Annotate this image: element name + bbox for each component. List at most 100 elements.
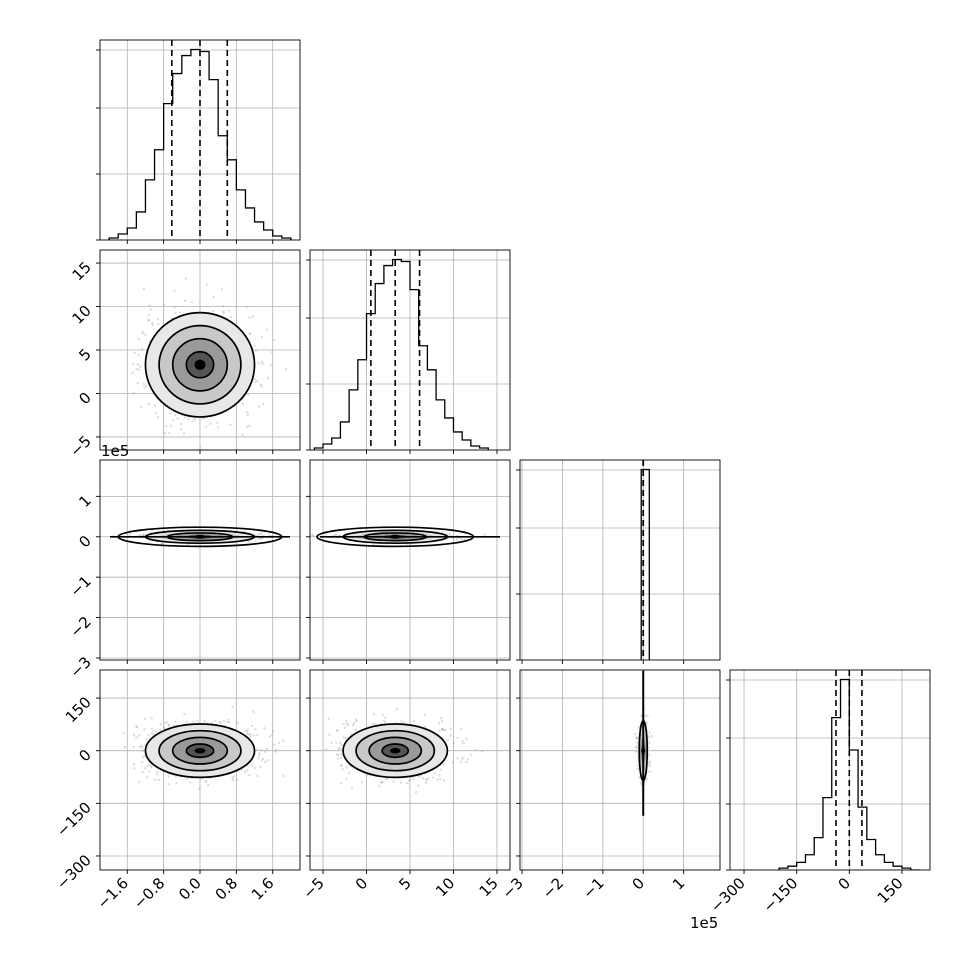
y-tick-label: 15 — [69, 258, 95, 284]
sample-point — [151, 323, 154, 327]
sample-point — [174, 720, 177, 724]
sample-point — [123, 746, 127, 749]
sample-point — [260, 758, 264, 762]
sample-point — [266, 759, 269, 762]
sample-point — [339, 741, 342, 745]
sample-point — [256, 379, 259, 383]
sample-point — [424, 725, 427, 728]
sample-point — [162, 726, 166, 729]
sample-point — [154, 412, 158, 415]
y-tick-label: 1 — [75, 491, 94, 510]
sample-point — [136, 363, 139, 366]
sample-point — [218, 720, 221, 724]
sample-point — [222, 310, 225, 313]
sample-point — [141, 534, 145, 537]
sample-point — [281, 774, 285, 778]
contour-line — [171, 337, 229, 392]
sample-point — [336, 757, 340, 760]
sample-point — [451, 761, 455, 764]
sample-point — [268, 533, 271, 537]
sample-point — [175, 781, 178, 785]
sample-point — [137, 337, 140, 341]
sample-point — [143, 717, 146, 720]
density-shading — [145, 724, 255, 778]
x-tick-label: 15 — [476, 874, 502, 900]
panel-plot-area — [100, 250, 300, 450]
sample-point — [246, 728, 249, 731]
sample-point — [260, 532, 263, 535]
sample-point — [263, 750, 267, 754]
sample-point — [474, 748, 477, 752]
sample-point — [220, 721, 223, 724]
sample-point — [135, 725, 138, 729]
sample-point — [263, 760, 267, 764]
sample-point — [274, 750, 277, 753]
sample-point — [339, 781, 343, 785]
sample-point — [138, 734, 141, 737]
contour-line — [144, 723, 256, 779]
sample-point — [466, 758, 470, 761]
sample-point — [340, 743, 343, 746]
sample-point — [173, 306, 177, 309]
sample-point — [436, 778, 439, 782]
sample-point — [480, 750, 484, 753]
sample-point — [439, 768, 443, 771]
sample-point — [164, 425, 168, 428]
sample-point — [324, 748, 328, 751]
sample-point — [246, 730, 249, 734]
sample-point — [142, 287, 145, 290]
x-tick-label: −0.8 — [130, 874, 168, 912]
sample-point — [381, 780, 384, 784]
sample-point — [339, 753, 343, 757]
sample-point — [122, 731, 125, 735]
sample-point — [176, 417, 179, 420]
sample-point — [251, 724, 254, 728]
y-tick-label: −1 — [66, 572, 94, 600]
sample-point — [440, 717, 443, 720]
sample-point — [433, 771, 436, 775]
sample-point — [392, 780, 395, 783]
sample-point — [440, 727, 444, 731]
sample-point — [327, 717, 330, 721]
contour-line — [144, 311, 256, 418]
x-tick-label: 5 — [395, 874, 414, 893]
sample-point — [156, 318, 160, 321]
sample-point — [336, 729, 339, 732]
sample-point — [344, 736, 347, 740]
y-tick-label: 0 — [75, 532, 94, 551]
sample-point — [649, 770, 653, 773]
contour-line — [171, 736, 229, 765]
sample-point — [423, 713, 426, 716]
sample-point — [227, 718, 230, 721]
sample-point — [231, 778, 235, 782]
density-shading — [145, 312, 255, 417]
sample-point — [355, 719, 358, 723]
y-tick-label: −5 — [66, 432, 94, 460]
sample-point — [257, 537, 260, 541]
sample-point — [461, 740, 464, 743]
sample-point — [192, 720, 195, 723]
sample-point — [384, 721, 387, 724]
sample-point — [452, 741, 456, 745]
sample-point — [377, 784, 381, 788]
sample-point — [141, 331, 144, 334]
sample-point — [441, 728, 444, 731]
histogram-panel-2 — [516, 459, 721, 664]
sample-point — [147, 402, 150, 406]
sample-point — [150, 732, 153, 735]
sample-point — [190, 300, 194, 304]
sample-point — [342, 723, 345, 726]
sample-point — [307, 762, 309, 764]
sample-point — [185, 720, 188, 724]
sample-point — [259, 765, 262, 769]
scatter-panel-3-2 — [516, 669, 721, 874]
sample-point — [465, 760, 468, 764]
sample-point — [152, 729, 155, 733]
sample-point — [141, 749, 145, 753]
sample-point — [648, 760, 652, 764]
sample-point — [341, 768, 345, 771]
sample-point — [431, 776, 435, 779]
sample-point — [156, 323, 160, 326]
sample-point — [147, 314, 150, 317]
sample-point — [339, 756, 343, 760]
